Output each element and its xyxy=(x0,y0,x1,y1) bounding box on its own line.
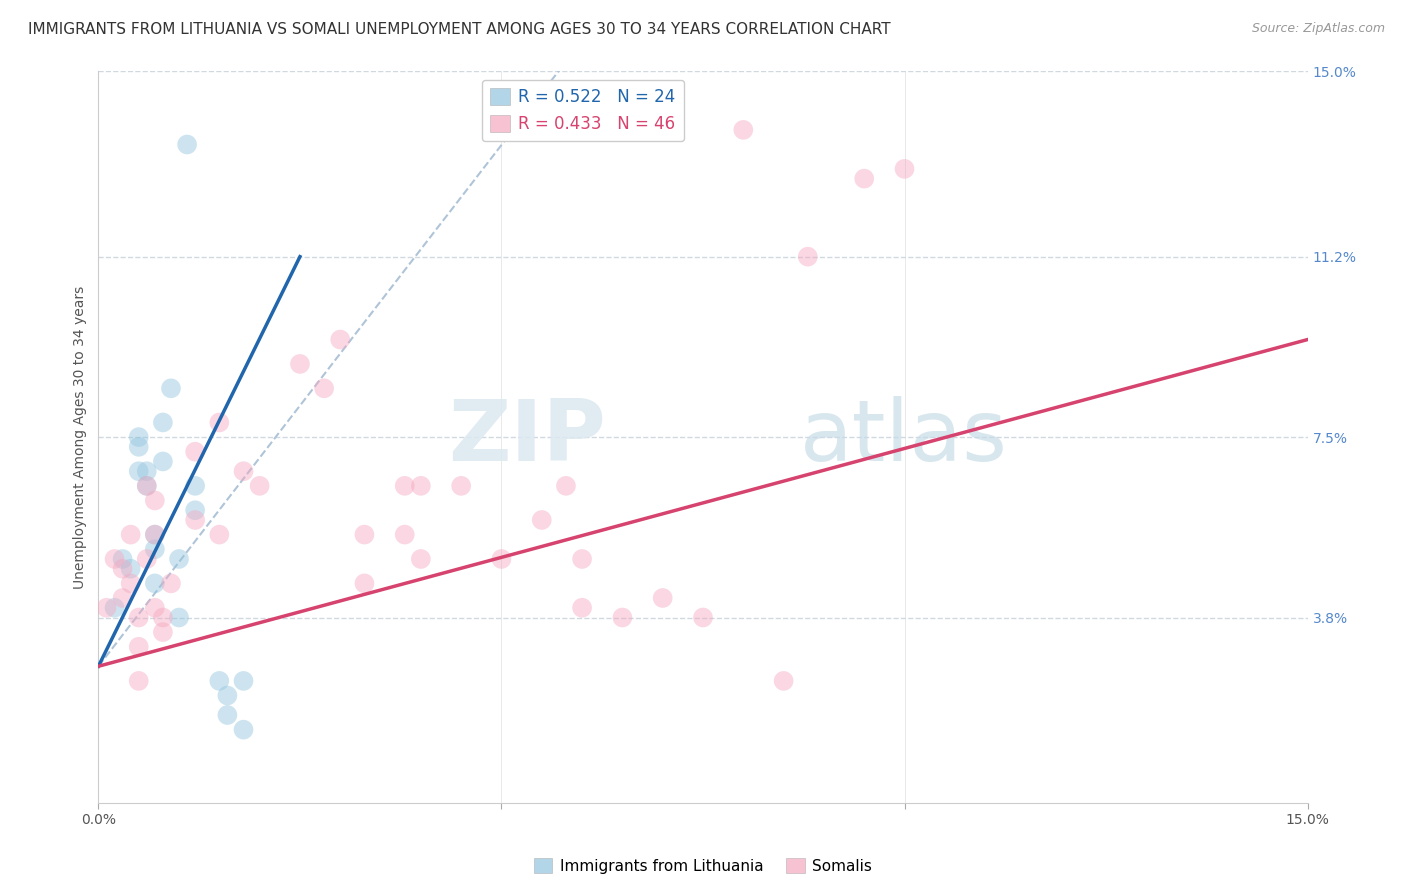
Point xyxy=(208,673,231,688)
Point xyxy=(491,552,513,566)
Point xyxy=(249,479,271,493)
Point xyxy=(120,527,142,541)
Point xyxy=(128,430,150,444)
Point xyxy=(232,723,254,737)
Point xyxy=(232,464,254,478)
Text: Source: ZipAtlas.com: Source: ZipAtlas.com xyxy=(1251,22,1385,36)
Point xyxy=(853,171,876,186)
Point xyxy=(128,673,150,688)
Point xyxy=(651,591,673,605)
Point xyxy=(111,591,134,605)
Point xyxy=(128,440,150,454)
Text: atlas: atlas xyxy=(800,395,1008,479)
Point xyxy=(135,464,157,478)
Legend: Immigrants from Lithuania, Somalis: Immigrants from Lithuania, Somalis xyxy=(527,852,879,880)
Point xyxy=(128,640,150,654)
Point xyxy=(772,673,794,688)
Point xyxy=(184,444,207,458)
Point xyxy=(409,552,432,566)
Point xyxy=(353,527,375,541)
Point xyxy=(571,552,593,566)
Point xyxy=(394,527,416,541)
Y-axis label: Unemployment Among Ages 30 to 34 years: Unemployment Among Ages 30 to 34 years xyxy=(73,285,87,589)
Point xyxy=(217,708,239,723)
Point xyxy=(329,333,352,347)
Point xyxy=(128,610,150,624)
Point xyxy=(143,493,166,508)
Point xyxy=(797,250,820,264)
Point xyxy=(176,137,198,152)
Point xyxy=(143,600,166,615)
Point xyxy=(160,576,183,591)
Point xyxy=(167,610,190,624)
Point xyxy=(733,123,755,137)
Point xyxy=(120,576,142,591)
Point xyxy=(314,381,336,395)
Point xyxy=(143,527,166,541)
Point xyxy=(167,552,190,566)
Point xyxy=(152,454,174,468)
Point xyxy=(692,610,714,624)
Point xyxy=(103,552,125,566)
Point xyxy=(143,527,166,541)
Point xyxy=(208,527,231,541)
Point xyxy=(135,479,157,493)
Point xyxy=(450,479,472,493)
Point xyxy=(96,600,118,615)
Point xyxy=(612,610,634,624)
Point xyxy=(409,479,432,493)
Point xyxy=(120,562,142,576)
Legend: R = 0.522   N = 24, R = 0.433   N = 46: R = 0.522 N = 24, R = 0.433 N = 46 xyxy=(482,79,683,141)
Point xyxy=(143,542,166,557)
Text: IMMIGRANTS FROM LITHUANIA VS SOMALI UNEMPLOYMENT AMONG AGES 30 TO 34 YEARS CORRE: IMMIGRANTS FROM LITHUANIA VS SOMALI UNEM… xyxy=(28,22,891,37)
Point xyxy=(128,464,150,478)
Point xyxy=(217,689,239,703)
Point xyxy=(394,479,416,493)
Point xyxy=(232,673,254,688)
Point xyxy=(208,416,231,430)
Point xyxy=(184,503,207,517)
Point xyxy=(111,552,134,566)
Point xyxy=(111,562,134,576)
Point xyxy=(288,357,311,371)
Point xyxy=(103,600,125,615)
Point xyxy=(135,479,157,493)
Point xyxy=(184,513,207,527)
Point xyxy=(152,625,174,640)
Point xyxy=(530,513,553,527)
Point xyxy=(152,610,174,624)
Text: ZIP: ZIP xyxy=(449,395,606,479)
Point xyxy=(143,576,166,591)
Point xyxy=(571,600,593,615)
Point xyxy=(353,576,375,591)
Point xyxy=(893,161,915,176)
Point xyxy=(184,479,207,493)
Point xyxy=(135,552,157,566)
Point xyxy=(160,381,183,395)
Point xyxy=(152,416,174,430)
Point xyxy=(555,479,578,493)
